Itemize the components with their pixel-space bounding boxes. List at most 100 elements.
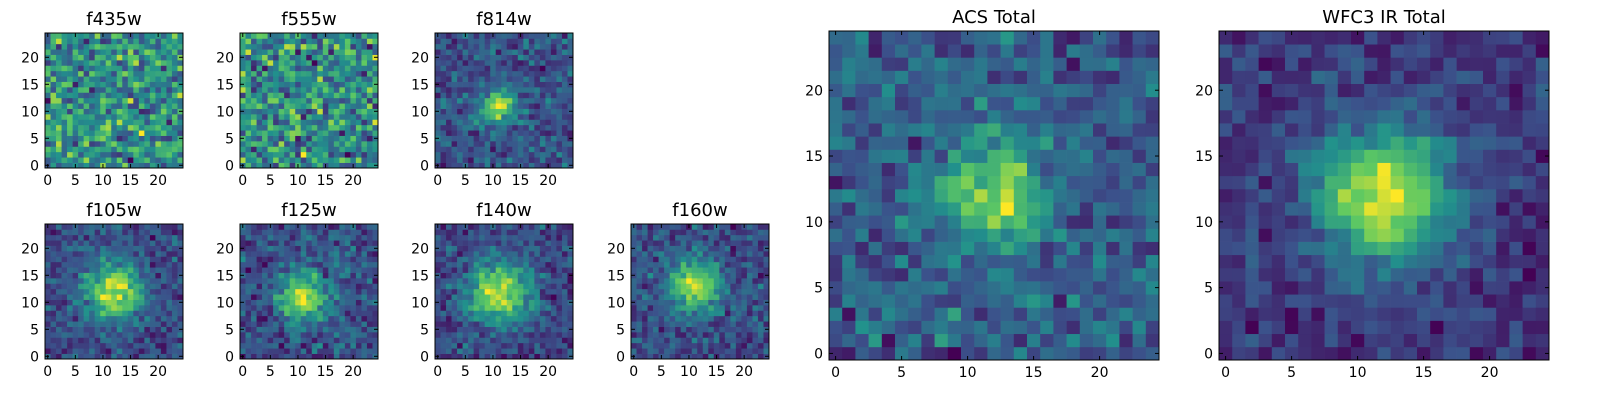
heatmap-cell [105,119,112,126]
heatmap-cell [1027,202,1041,216]
heatmap-cell [149,272,156,279]
heatmap-cell [675,305,682,311]
heatmap-cell [686,332,693,338]
heatmap-cell [462,245,469,252]
heatmap-cell [1013,333,1028,348]
heatmap-cell [561,256,568,263]
heatmap-cell [545,272,552,279]
heatmap-cell [56,294,62,300]
heatmap-cell [446,224,452,230]
heatmap-cell [127,245,134,252]
heatmap-cell [289,162,296,169]
heatmap-cell [295,234,302,241]
heatmap-cell [724,240,731,246]
heatmap-cell [947,228,962,242]
heatmap-cell [56,261,62,268]
heatmap-cell [311,299,318,306]
heatmap-cell [262,97,268,104]
heatmap-cell [111,326,118,333]
heatmap-cell [300,342,307,349]
heatmap-cell [105,315,112,322]
heatmap-cell [256,146,263,153]
heatmap-cell [311,130,318,136]
heatmap-cell [550,348,557,354]
heatmap-cell [446,151,452,158]
heatmap-cell [490,332,497,338]
heatmap-cell [451,76,458,82]
heatmap-cell [457,332,463,338]
heatmap-cell [561,76,568,82]
heatmap-cell [67,108,73,115]
heatmap-cell [556,151,563,158]
heatmap-cell [83,87,90,93]
heatmap-cell [1000,149,1015,163]
heatmap-cell [372,103,379,109]
heatmap-cell [50,299,57,306]
heatmap-cell [256,157,263,163]
heatmap-cell [127,97,134,104]
heatmap-cell [567,151,574,158]
heatmap-cell [361,119,368,126]
heatmap-cell [89,342,96,349]
heatmap-cell [528,33,535,39]
heatmap-cell [451,310,458,317]
heatmap-cell [947,175,962,190]
heatmap-cell [245,288,252,295]
heatmap-cell [273,353,279,360]
heatmap-cell [155,326,162,333]
heatmap-cell [462,261,469,268]
heatmap-cell [752,283,759,290]
heatmap-cell [138,76,145,82]
heatmap-cell [855,307,869,321]
heatmap-cell [446,135,452,142]
heatmap-cell [664,278,670,284]
heatmap-cell [273,119,279,126]
heatmap-cell [262,76,268,82]
heatmap-cell [361,332,368,338]
heatmap-cell [961,215,975,229]
heatmap-cell [702,251,709,257]
x-tick-label: 0 [433,364,442,380]
heatmap-cell [506,124,513,131]
heatmap-cell [468,38,474,45]
heatmap-cell [462,283,469,290]
heatmap-cell [829,202,843,216]
heatmap-cell [757,251,764,257]
heatmap-cell [94,283,101,290]
heatmap-cell [506,60,513,66]
heatmap-cell [149,283,156,290]
heatmap-cell [127,294,134,300]
heatmap-cell [67,70,73,77]
heatmap-cell [647,348,654,354]
heatmap-cell [517,288,524,295]
heatmap-cell [116,310,123,317]
heatmap-cell [631,234,637,241]
heatmap-cell [506,54,513,61]
heatmap-cell [473,234,480,241]
heatmap-cell [842,267,856,282]
heatmap-cell [344,288,351,295]
heatmap-cell [344,348,351,354]
heatmap-cell [680,348,687,354]
panel-title: f555w [281,9,336,30]
heatmap-cell [111,256,118,263]
heatmap-cell [1145,215,1160,229]
heatmap-cell [550,224,557,230]
heatmap-cell [457,321,463,327]
heatmap-cell [295,54,302,61]
heatmap-cell [89,124,96,131]
heatmap-cell [501,305,508,311]
heatmap-cell [501,326,508,333]
heatmap-cell [344,299,351,306]
heatmap-cell [45,76,51,82]
heatmap-cell [1093,333,1107,348]
heatmap-cell [262,92,268,99]
heatmap-cell [451,342,458,349]
heatmap-cell [1013,215,1028,229]
heatmap-cell [479,251,486,257]
heatmap-cell [735,224,742,230]
heatmap-cell [708,283,715,290]
heatmap-cell [961,149,975,163]
heatmap-cell [517,229,524,236]
heatmap-cell [155,261,162,268]
